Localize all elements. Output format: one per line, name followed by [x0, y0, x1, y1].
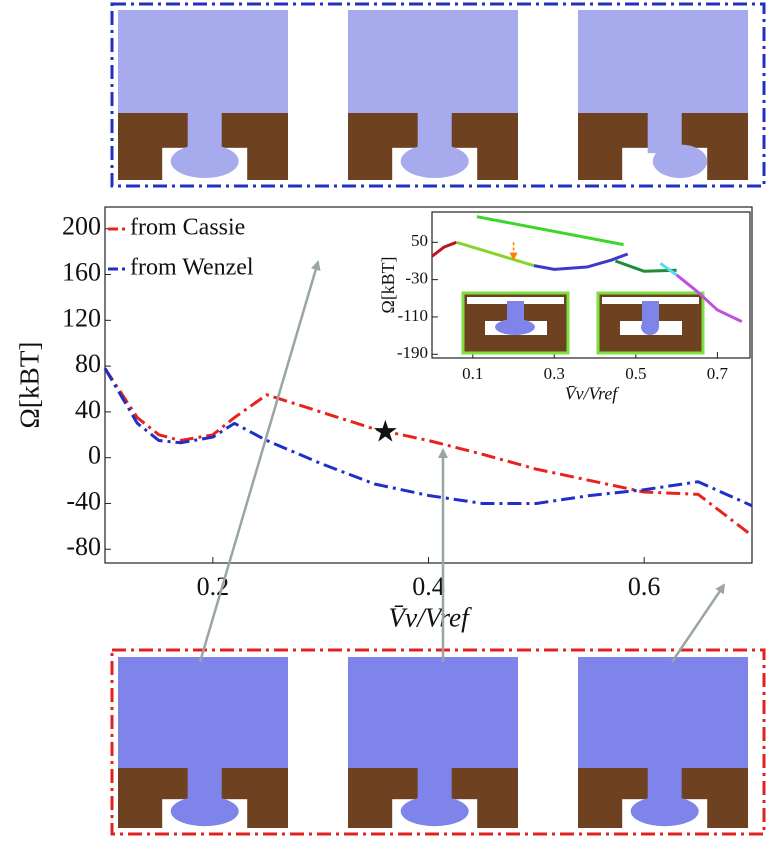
- y-axis-label: Ω[kBT]: [14, 342, 44, 429]
- liquid: [118, 657, 288, 768]
- y-tick-label: -80: [66, 532, 101, 561]
- drop: [630, 796, 699, 827]
- drop: [400, 144, 469, 178]
- y-tick-label: -40: [66, 486, 101, 515]
- x-tick-label: 0.3: [544, 364, 565, 383]
- marker: ★: [372, 416, 399, 449]
- legend-label: from Cassie: [130, 215, 245, 241]
- y-tick-label: -110: [397, 306, 428, 325]
- drop: [652, 144, 708, 178]
- pointer-arrow: [670, 583, 726, 663]
- liquid: [348, 10, 518, 113]
- drop: [170, 144, 239, 178]
- y-tick-label: 120: [62, 303, 101, 332]
- y-tick-label: -190: [397, 343, 428, 362]
- inset-liquid: [602, 297, 699, 304]
- x-axis-label: V̄v/Vref: [565, 383, 621, 403]
- y-tick-label: -30: [405, 269, 428, 288]
- top-frame: [110, 2, 766, 188]
- inset-drop: [495, 319, 535, 335]
- snapshots: [118, 10, 748, 828]
- x-axis-label: V̄v/Vref: [388, 602, 472, 632]
- inset-liquid: [467, 297, 564, 304]
- liquid: [578, 10, 748, 113]
- series-line: [103, 367, 753, 508]
- legend-label: from Wenzel: [130, 255, 254, 281]
- pointer-arrows: [198, 260, 726, 663]
- series-line: [533, 252, 629, 271]
- x-tick-label: 0.2: [197, 572, 230, 601]
- y-tick-label: 40: [75, 395, 101, 424]
- series-line: [456, 240, 535, 268]
- x-tick-label: 0.4: [412, 572, 445, 601]
- x-tick-label: 0.7: [707, 364, 729, 383]
- y-axis-label: Ω[kBT]: [378, 257, 398, 314]
- y-tick-label: 160: [62, 258, 101, 287]
- drop: [170, 796, 239, 827]
- plots: -80 -40 0 40 80 120 160 200 0.2 0.4 0.6 V̄v/Vref Ω[k…: [14, 206, 753, 632]
- series-line: [431, 240, 457, 258]
- x-tick-label: 0.6: [628, 572, 661, 601]
- y-tick-label: 0: [88, 441, 101, 470]
- bottom-frame: [110, 648, 766, 836]
- liquid: [578, 657, 748, 768]
- series-line: [614, 259, 677, 273]
- y-tick-label: 200: [62, 212, 101, 241]
- x-tick-label: 0.5: [625, 364, 646, 383]
- liquid: [118, 10, 288, 113]
- pointer-arrow: [198, 260, 321, 663]
- series-line: [103, 367, 753, 537]
- y-tick-label: 80: [75, 349, 101, 378]
- series-line: [476, 215, 624, 247]
- series-line: [659, 262, 678, 277]
- y-tick-label: 50: [411, 231, 428, 250]
- liquid: [348, 657, 518, 768]
- x-tick-label: 0.1: [462, 364, 483, 383]
- inset-drop: [641, 319, 659, 335]
- drop: [400, 796, 469, 827]
- series-line: [675, 273, 743, 323]
